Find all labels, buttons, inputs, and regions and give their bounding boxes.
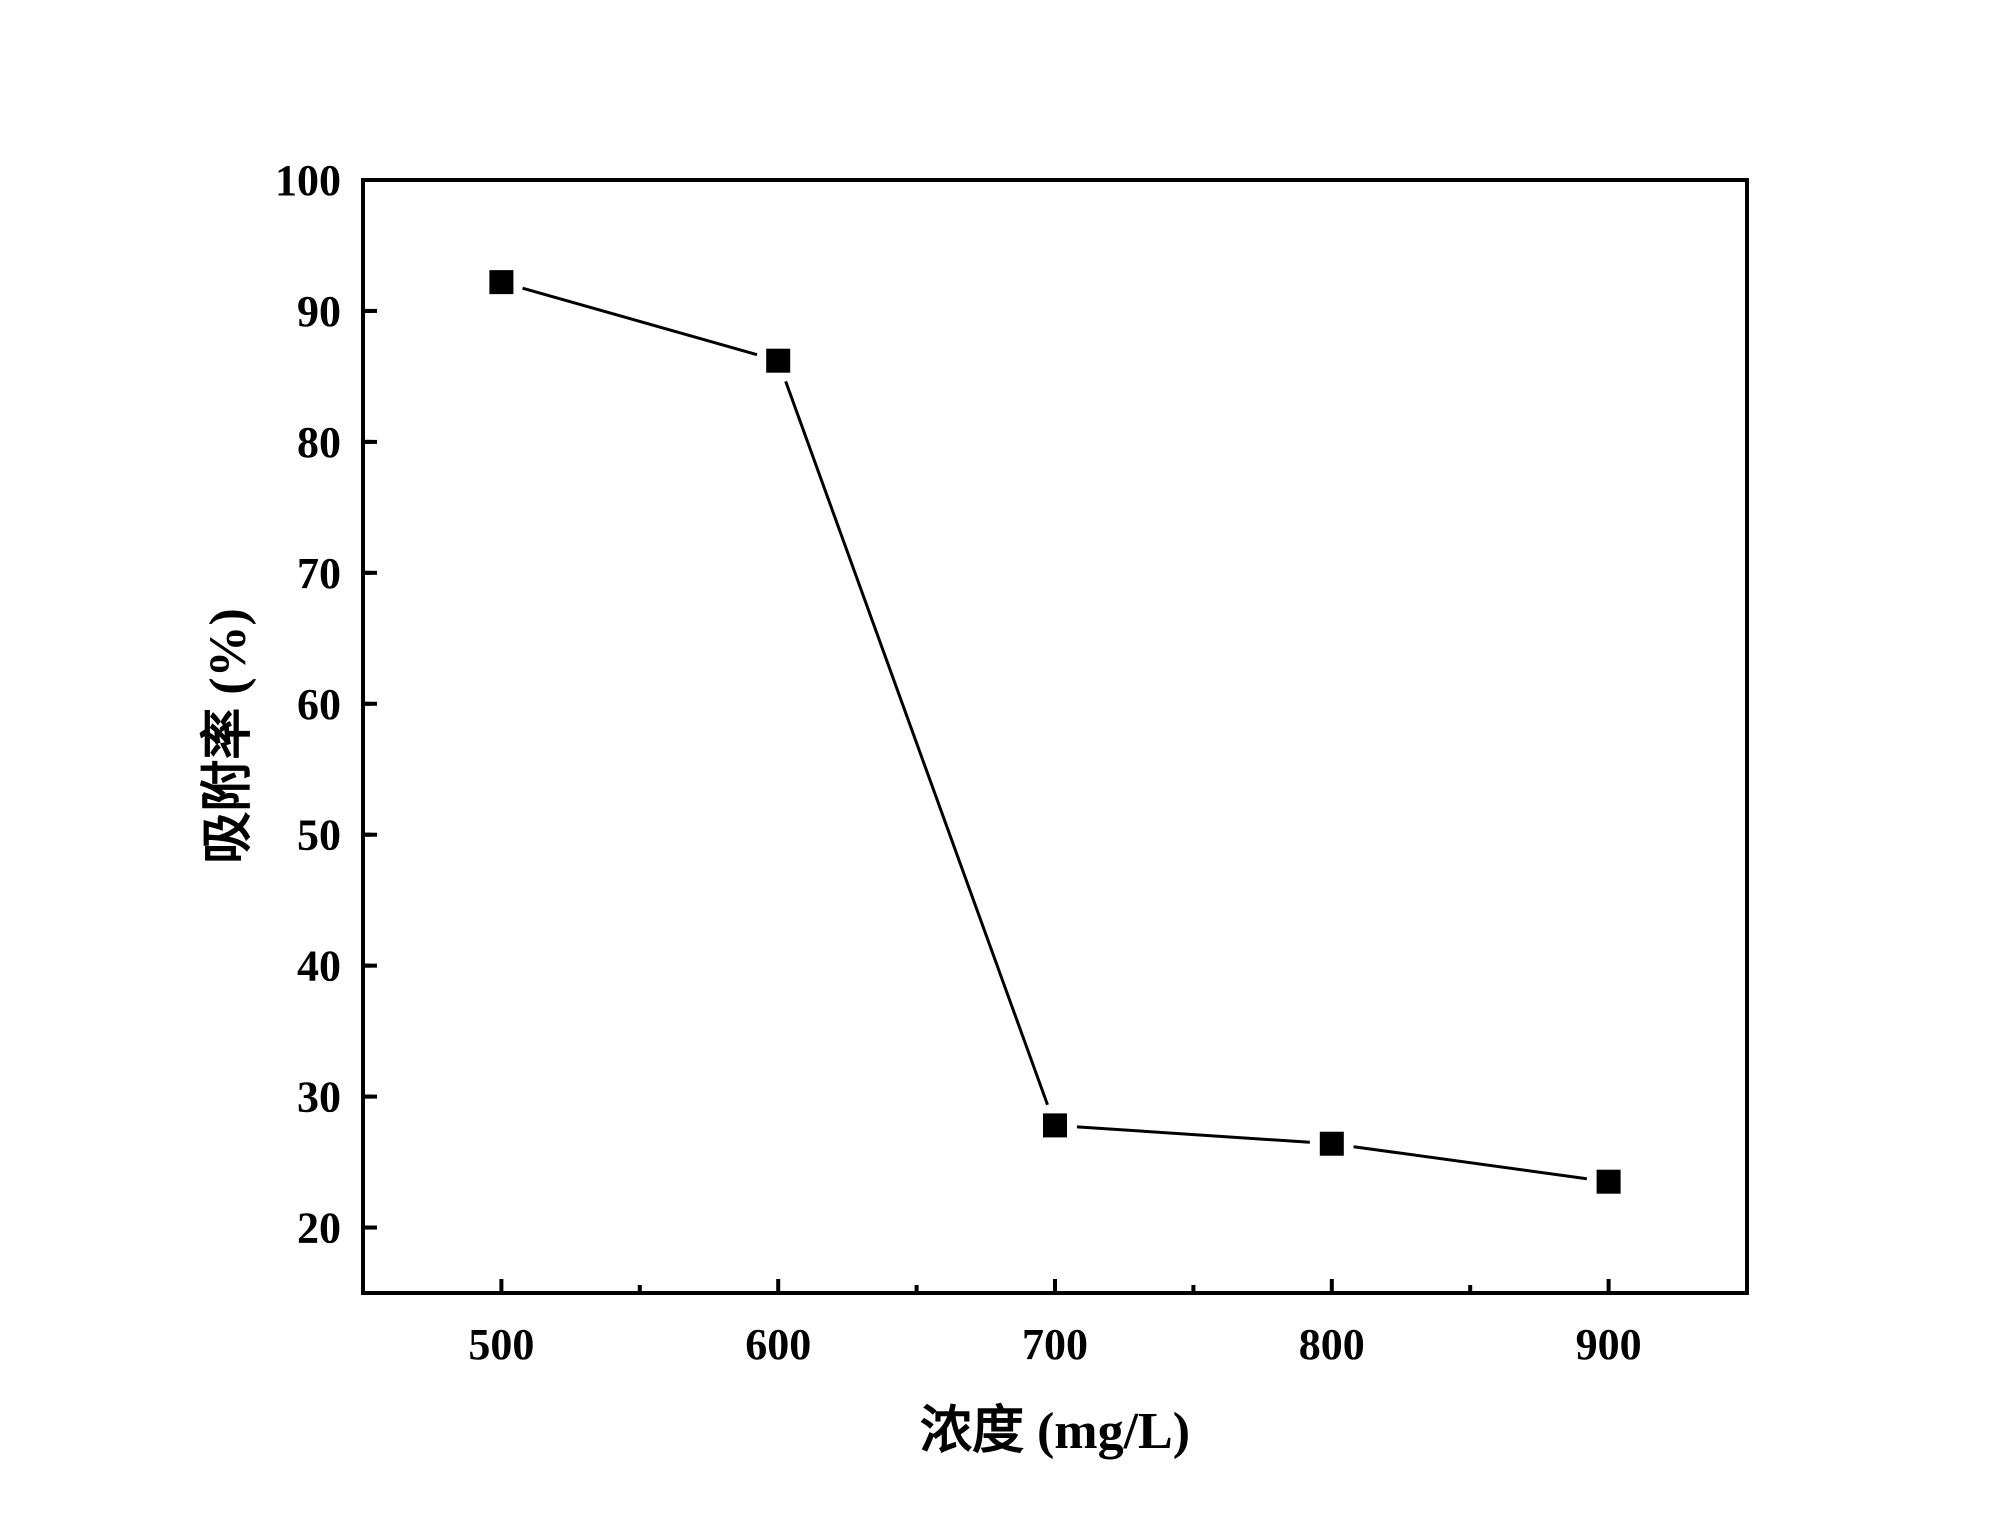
data-point	[1319, 1131, 1344, 1156]
y-tick-label: 100	[275, 156, 341, 205]
data-point	[1596, 1169, 1621, 1194]
x-tick-label: 900	[1576, 1320, 1642, 1369]
y-axis: 20 30 40 50 60 70 80 90 100	[275, 156, 377, 1253]
y-tick-label: 50	[297, 811, 341, 860]
y-tick-label: 30	[297, 1073, 341, 1122]
series-line-segment	[1076, 1125, 1310, 1144]
y-axis-title: 吸附率 (%)	[199, 608, 257, 864]
x-tick-label: 500	[468, 1320, 534, 1369]
x-tick-label: 700	[1022, 1320, 1088, 1369]
series-line-segment	[1353, 1145, 1588, 1181]
y-tick-label: 70	[297, 549, 341, 598]
y-tick-label: 90	[297, 287, 341, 336]
data-point	[766, 348, 791, 373]
x-tick-label: 600	[745, 1320, 811, 1369]
x-axis-title: 浓度 (mg/L)	[920, 1402, 1190, 1460]
y-tick-label: 80	[297, 418, 341, 467]
y-tick-label: 20	[297, 1204, 341, 1253]
data-point	[489, 270, 514, 295]
x-axis: 500 600 700 800 900	[468, 1279, 1642, 1369]
y-tick-label: 60	[297, 680, 341, 729]
data-point	[1043, 1113, 1067, 1138]
y-tick-label: 40	[297, 942, 341, 991]
data-series	[489, 270, 1621, 1194]
series-line-segment	[522, 286, 758, 357]
x-tick-label: 800	[1299, 1320, 1365, 1369]
series-line-segment	[784, 380, 1049, 1106]
